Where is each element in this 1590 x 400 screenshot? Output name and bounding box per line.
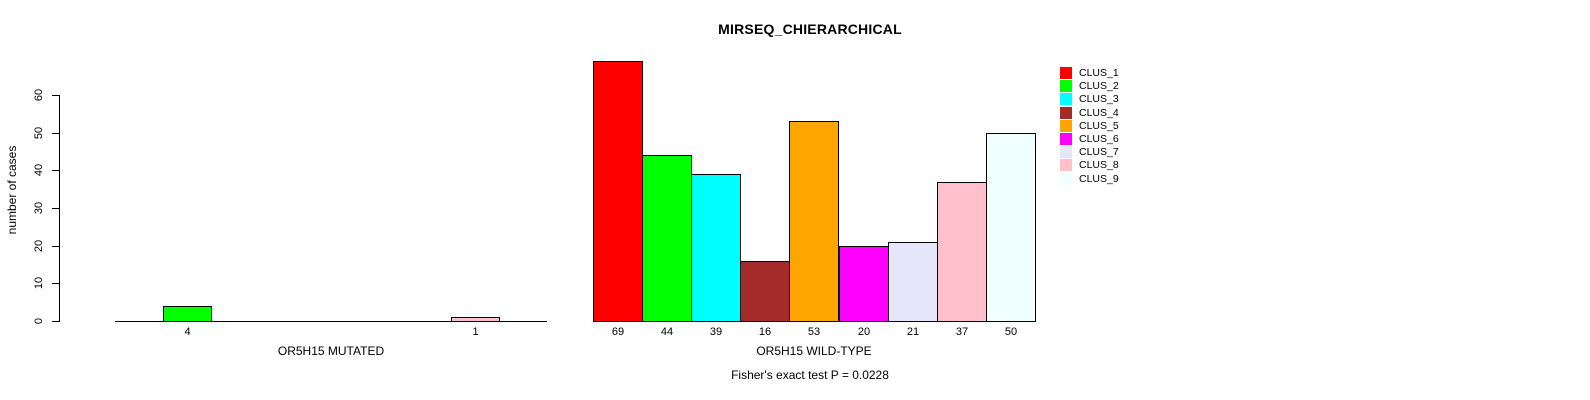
bar-clus_6	[839, 246, 889, 322]
y-tick-label: 0	[33, 317, 45, 325]
bar-clus_8	[937, 182, 987, 322]
bar-clus_4	[740, 261, 790, 322]
legend-swatch-clus_1	[1060, 67, 1072, 79]
bar-clus_2	[163, 306, 212, 322]
y-tick-label: 10	[33, 276, 45, 290]
bar-clus_7	[888, 242, 938, 322]
bar-clus_9	[986, 133, 1036, 322]
legend-swatch-clus_2	[1060, 80, 1072, 92]
bar-value-label: 53	[807, 326, 821, 338]
legend-swatch-clus_7	[1060, 146, 1072, 158]
panel-xlabel: OR5H15 MUTATED	[277, 344, 385, 358]
legend-label: CLUS_2	[1079, 80, 1119, 92]
y-axis-tick	[52, 133, 59, 134]
y-axis-tick	[52, 321, 59, 322]
legend-label: CLUS_5	[1079, 120, 1119, 132]
y-axis-tick	[52, 208, 59, 209]
y-axis-tick	[52, 95, 59, 96]
baseline	[115, 321, 547, 322]
bar-value-label: 44	[660, 326, 674, 338]
bar-value-label: 1	[472, 326, 479, 338]
bar-clus_2	[642, 155, 692, 322]
bar-value-label: 69	[611, 326, 625, 338]
legend-label: CLUS_8	[1079, 159, 1119, 171]
legend-label: CLUS_4	[1079, 107, 1119, 119]
bar-value-label: 20	[857, 326, 871, 338]
legend-label: CLUS_1	[1079, 67, 1119, 79]
bar-clus_3	[691, 174, 741, 322]
legend-label: CLUS_7	[1079, 146, 1119, 158]
bar-value-label: 16	[758, 326, 772, 338]
bar-clus_1	[593, 61, 643, 322]
legend-swatch-clus_6	[1060, 133, 1072, 145]
bar-value-label: 21	[906, 326, 920, 338]
bar-value-label: 4	[184, 326, 191, 338]
bar-value-label: 39	[709, 326, 723, 338]
y-tick-label: 20	[33, 239, 45, 253]
chart-title: MIRSEQ_CHIERARCHICAL	[718, 21, 902, 37]
y-axis-label: number of cases	[5, 145, 19, 235]
legend-swatch-clus_8	[1060, 159, 1072, 171]
bar-clus_5	[789, 121, 839, 322]
legend-swatch-clus_9	[1060, 173, 1072, 185]
y-tick-label: 40	[33, 163, 45, 177]
y-axis-tick	[52, 246, 59, 247]
y-axis-tick	[52, 170, 59, 171]
y-tick-label: 50	[33, 126, 45, 140]
legend-swatch-clus_4	[1060, 107, 1072, 119]
bar-value-label: 50	[1004, 326, 1018, 338]
bar-value-label: 37	[955, 326, 969, 338]
legend-label: CLUS_9	[1079, 173, 1119, 185]
panel-xlabel: OR5H15 WILD-TYPE	[756, 344, 872, 358]
y-axis-tick	[52, 283, 59, 284]
legend-swatch-clus_5	[1060, 120, 1072, 132]
bar-clus_8	[451, 317, 500, 322]
y-axis-line	[59, 95, 60, 322]
y-tick-label: 60	[33, 88, 45, 102]
legend-label: CLUS_6	[1079, 133, 1119, 145]
y-tick-label: 30	[33, 201, 45, 215]
legend-swatch-clus_3	[1060, 93, 1072, 105]
legend-label: CLUS_3	[1079, 93, 1119, 105]
fisher-test-annotation: Fisher's exact test P = 0.0228	[731, 368, 889, 382]
